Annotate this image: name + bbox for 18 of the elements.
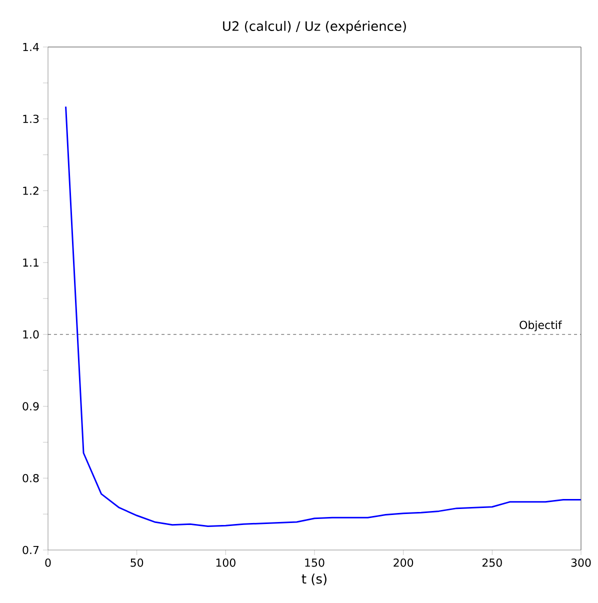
- y-tick-label: 0.8: [22, 474, 39, 482]
- x-tick-label: 150: [305, 558, 324, 567]
- ref-line-label: Objectif: [520, 320, 562, 332]
- x-tick-label: 200: [394, 558, 414, 567]
- y-tick-label: 0.7: [22, 546, 39, 554]
- y-tick-label: 0.9: [22, 402, 39, 410]
- y-tick-label: 1.1: [23, 258, 38, 267]
- x-tick-label: 100: [216, 558, 236, 567]
- y-tick-label: 1.0: [23, 330, 39, 339]
- x-tick-label: 0: [45, 558, 51, 567]
- y-tick-label: 1.4: [23, 42, 39, 52]
- y-tick-label: 1.2: [23, 186, 38, 195]
- chart-title: U2 (calcul) / Uz (expérience): [223, 20, 406, 34]
- x-axis-title: t (s): [302, 574, 326, 586]
- x-tick-label: 300: [571, 558, 591, 567]
- x-tick-label: 50: [130, 558, 144, 567]
- y-tick-label: 1.3: [23, 114, 39, 124]
- x-tick-label: 250: [482, 558, 502, 567]
